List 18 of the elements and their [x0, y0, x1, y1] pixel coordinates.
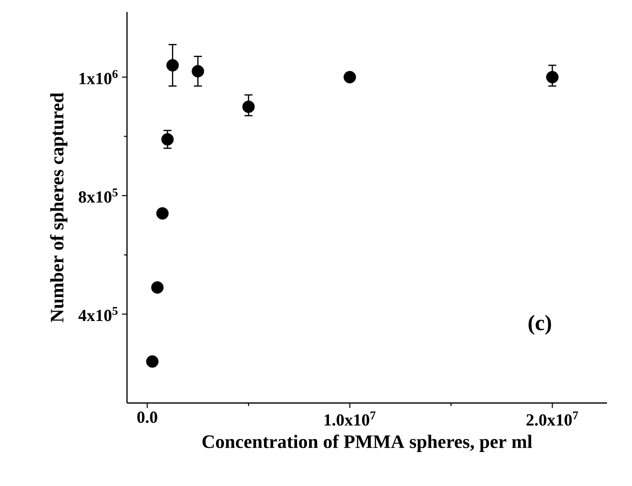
x-tick-label: 2.0x10$^{7}$: [526, 412, 578, 426]
y-tick-label: 8x10$^{5}$: [78, 188, 118, 203]
point: [242, 100, 255, 113]
annotation: (c): [528, 314, 552, 335]
x-axis-title: Concentration of PMMA spheres, per ml: [202, 434, 532, 452]
x-tick-label: 0.0: [137, 412, 158, 424]
y-tick-label: 4x10$^{5}$: [78, 307, 118, 322]
point: [161, 133, 174, 146]
point: [151, 281, 164, 294]
point: [146, 355, 159, 368]
point: [192, 65, 204, 78]
point: [344, 70, 356, 84]
point: [166, 59, 179, 72]
point: [546, 70, 559, 84]
y-axis-title: Number of spheres captured: [50, 92, 68, 322]
y-tick-label: 1x10$^{6}$: [80, 70, 118, 84]
x-tick-label: 1.0x10$^{7}$: [324, 412, 376, 426]
point: [156, 207, 169, 220]
